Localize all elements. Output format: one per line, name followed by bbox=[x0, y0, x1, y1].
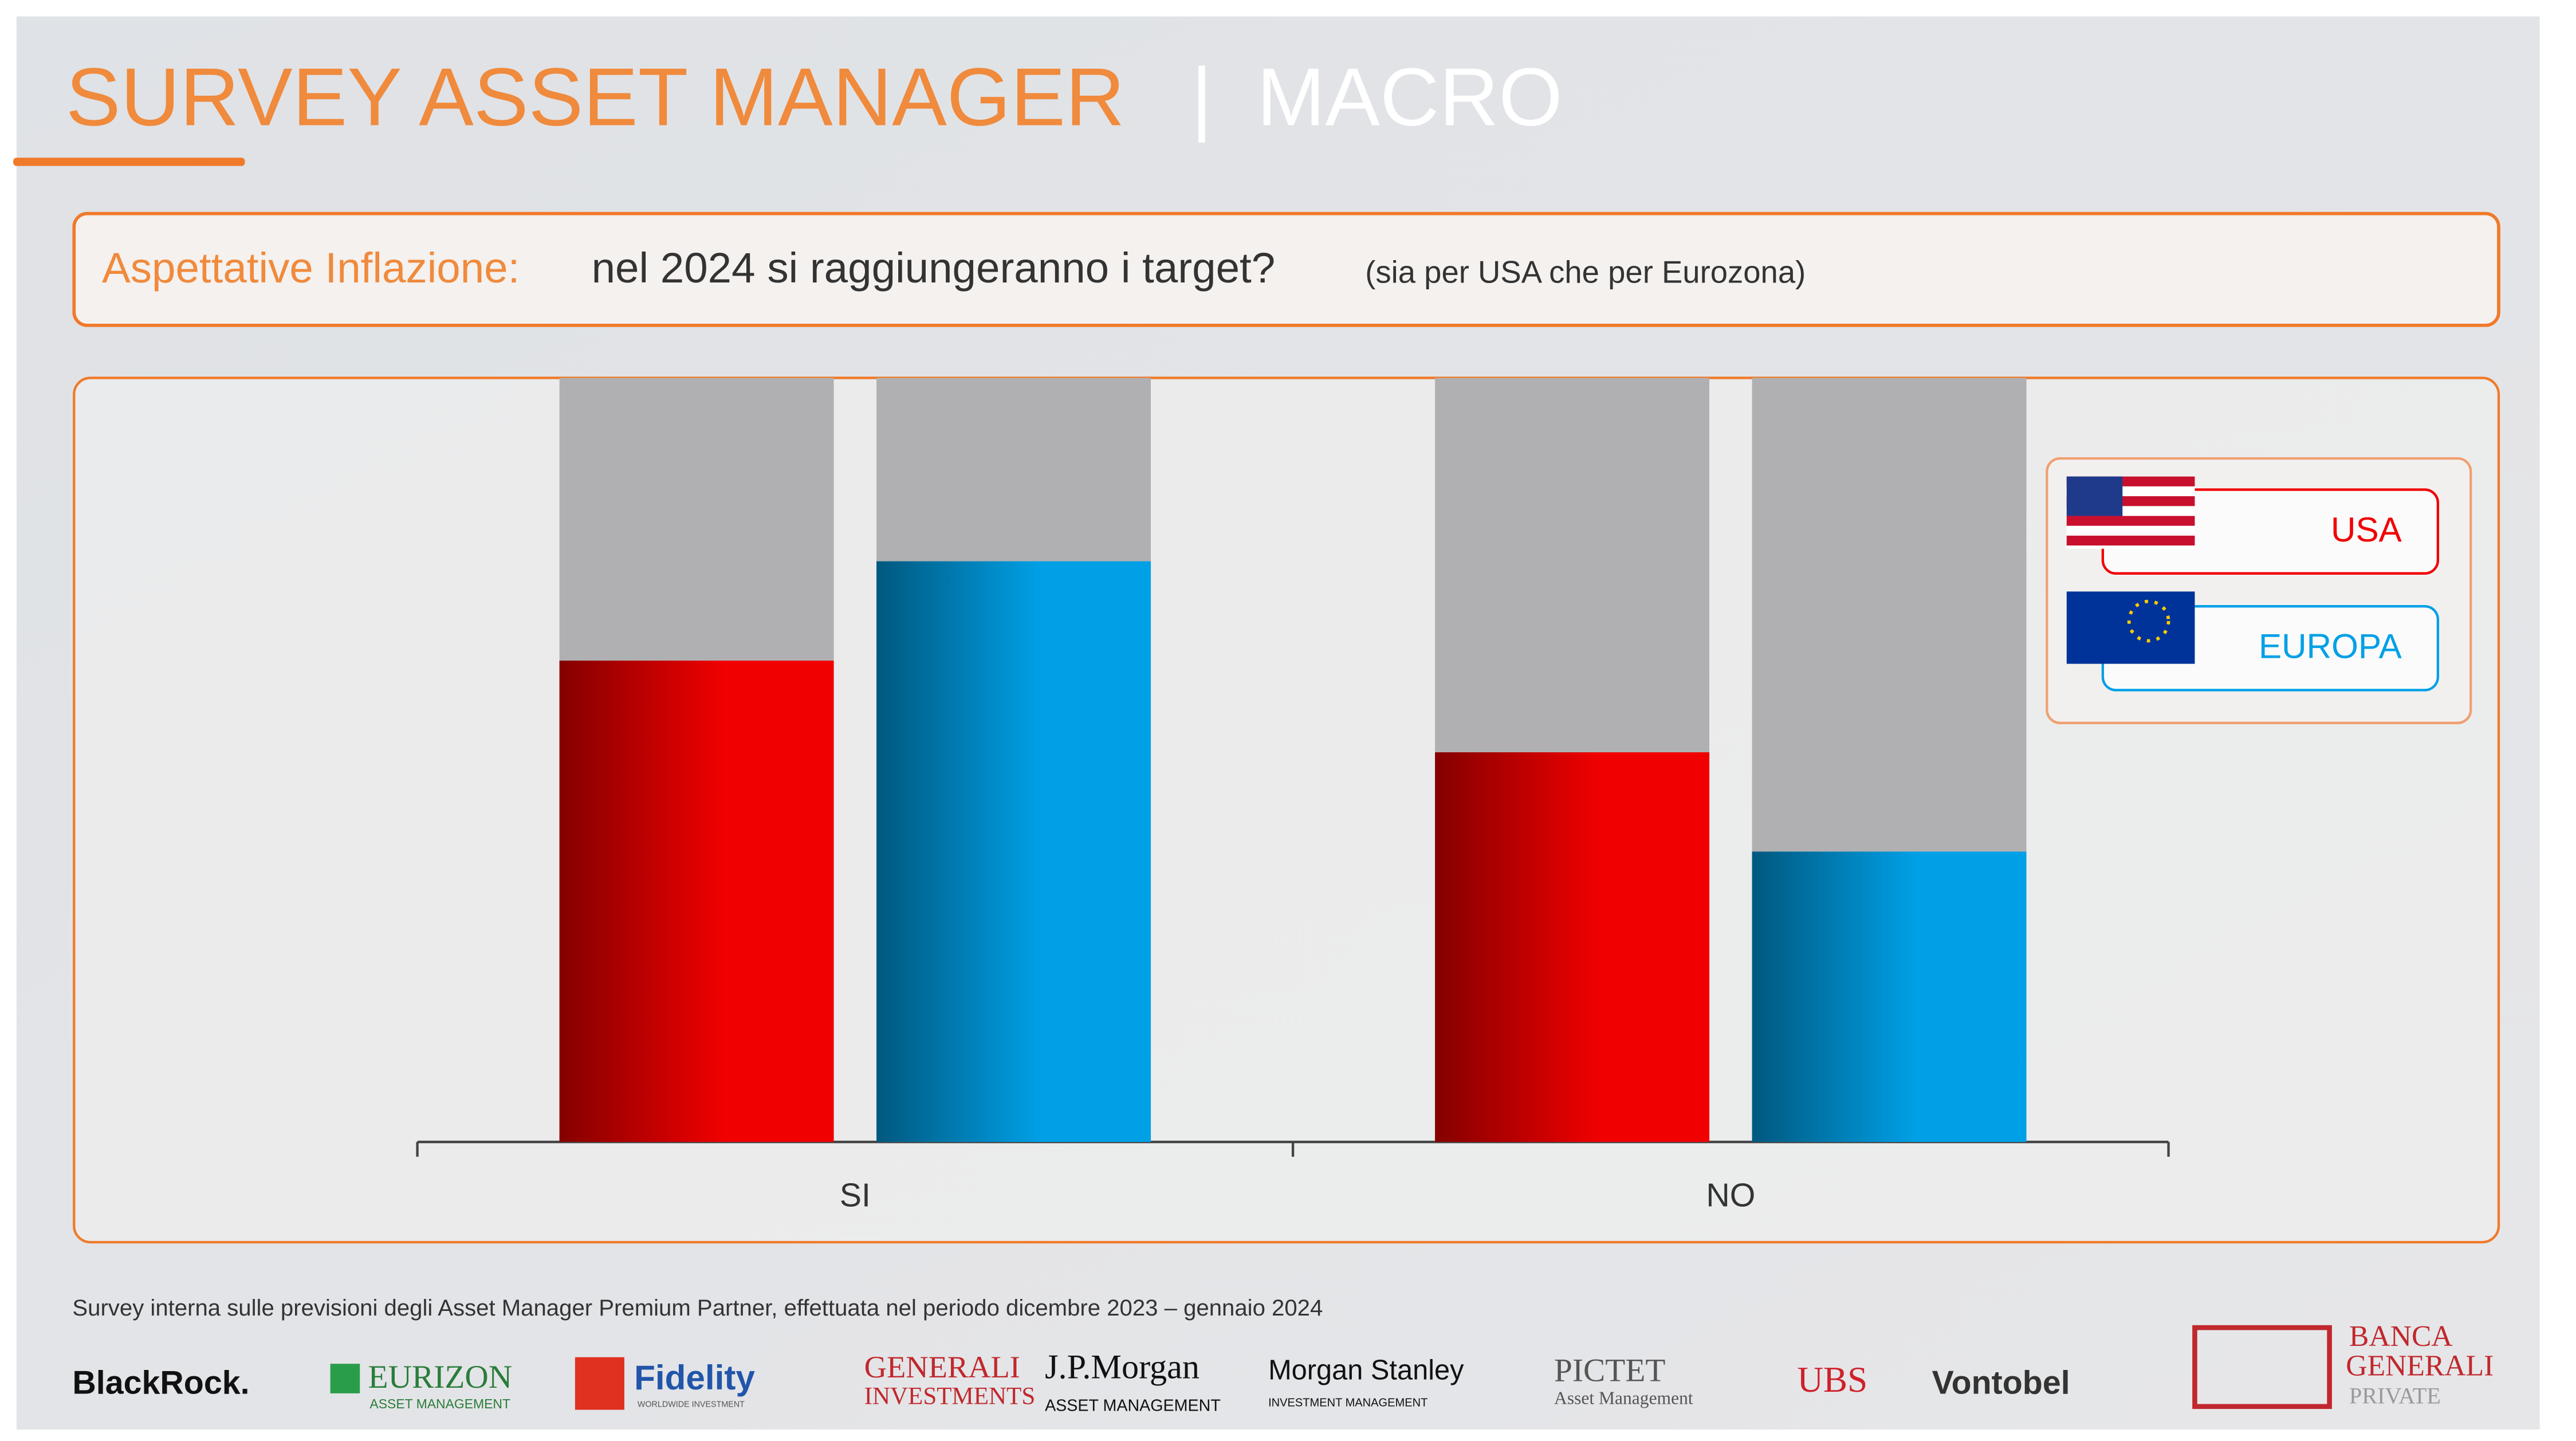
logo: ASSET MANAGEMENT bbox=[369, 1396, 510, 1411]
question-text: nel 2024 si raggiungeranno i target? bbox=[592, 244, 1276, 292]
x-tick-label: NO bbox=[1706, 1177, 1755, 1214]
legend-label: EUROPA bbox=[2259, 627, 2402, 666]
logo: ASSET MANAGEMENT bbox=[1045, 1396, 1221, 1415]
question-panel bbox=[72, 211, 2500, 327]
page-title: SURVEY ASSET MANAGER bbox=[66, 52, 1125, 143]
bar-shade bbox=[876, 561, 1151, 1142]
logo: GENERALI bbox=[2346, 1350, 2494, 1383]
logo: Asset Management bbox=[1554, 1388, 1693, 1408]
logo: GENERALI bbox=[864, 1349, 1020, 1384]
flag-eu bbox=[2066, 591, 2195, 664]
logo: J.P.Morgan bbox=[1045, 1348, 1199, 1387]
x-tick-label: SI bbox=[840, 1177, 871, 1214]
logo: Morgan Stanley bbox=[1268, 1354, 1464, 1385]
logo: Fidelity bbox=[634, 1358, 755, 1397]
logo: PRIVATE bbox=[2349, 1383, 2441, 1409]
logo: BlackRock. bbox=[72, 1365, 249, 1401]
title-section: MACRO bbox=[1257, 52, 1563, 143]
title-separator: | bbox=[1191, 52, 1212, 143]
logo-mark bbox=[575, 1357, 624, 1410]
logo: Vontobel bbox=[1932, 1365, 2070, 1401]
logo-mark bbox=[2192, 1325, 2332, 1409]
footnote: Survey interna sulle previsioni degli As… bbox=[72, 1295, 1323, 1321]
logos: BlackRock. EURIZON ASSET MANAGEMENT Fide… bbox=[72, 1320, 2494, 1415]
title-underline bbox=[13, 158, 245, 166]
legend-label: USA bbox=[2331, 510, 2402, 549]
bar-shade bbox=[559, 660, 834, 1142]
logo: BANCA bbox=[2349, 1320, 2453, 1353]
question-note: (sia per USA che per Eurozona) bbox=[1365, 254, 1806, 289]
logo: INVESTMENTS bbox=[864, 1383, 1036, 1409]
question-topic: Aspettative Inflazione: bbox=[102, 244, 520, 292]
logo: PICTET bbox=[1554, 1353, 1665, 1389]
logo: EURIZON bbox=[368, 1359, 513, 1395]
logo: INVESTMENT MANAGEMENT bbox=[1268, 1396, 1427, 1409]
flag-usa bbox=[2066, 476, 2195, 549]
bar-shade bbox=[1752, 851, 2027, 1142]
logo-mark bbox=[330, 1364, 360, 1393]
logo: UBS bbox=[1797, 1360, 1867, 1400]
logo: WORLDWIDE INVESTMENT bbox=[638, 1400, 745, 1409]
bar-shade bbox=[1435, 752, 1710, 1142]
